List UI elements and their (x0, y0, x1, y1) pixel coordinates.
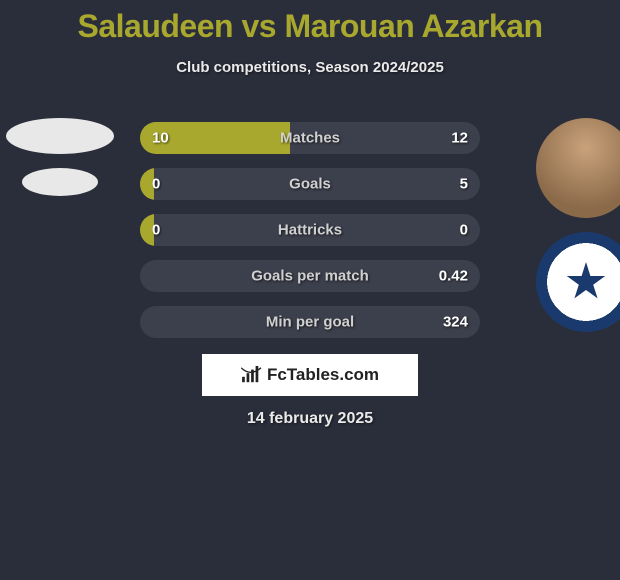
stat-value-right: 0 (460, 222, 468, 239)
stat-value-left: 0 (152, 222, 160, 239)
stat-label: Goals per match (251, 268, 369, 285)
stat-value-left: 0 (152, 176, 160, 193)
brand-text: FcTables.com (267, 365, 379, 385)
player-avatar-left (6, 118, 114, 154)
stat-label: Hattricks (278, 222, 342, 239)
stat-value-right: 5 (460, 176, 468, 193)
page-title: Salaudeen vs Marouan Azarkan (0, 0, 620, 45)
club-badge-right (536, 232, 620, 332)
stat-row: 0 Goals 5 (140, 168, 480, 200)
left-player-column (6, 118, 114, 196)
stats-bars: 10 Matches 12 0 Goals 5 0 Hattricks 0 Goals per m… (140, 122, 480, 338)
stat-label: Goals (289, 176, 331, 193)
stat-value-right: 0.42 (439, 268, 468, 285)
brand-box: FcTables.com (202, 354, 418, 396)
stat-label: Min per goal (266, 314, 354, 331)
stat-value-right: 12 (451, 130, 468, 147)
stat-value-left: 10 (152, 130, 169, 147)
right-player-column (532, 118, 620, 332)
stat-label: Matches (280, 130, 340, 147)
stat-value-right: 324 (443, 314, 468, 331)
stat-row: Min per goal 324 (140, 306, 480, 338)
stat-row: 0 Hattricks 0 (140, 214, 480, 246)
subtitle: Club competitions, Season 2024/2025 (0, 59, 620, 76)
stat-row: Goals per match 0.42 (140, 260, 480, 292)
stat-row: 10 Matches 12 (140, 122, 480, 154)
chart-icon (241, 366, 263, 384)
date-line: 14 february 2025 (247, 410, 373, 428)
player-avatar-right (536, 118, 620, 218)
club-badge-left (22, 168, 98, 196)
